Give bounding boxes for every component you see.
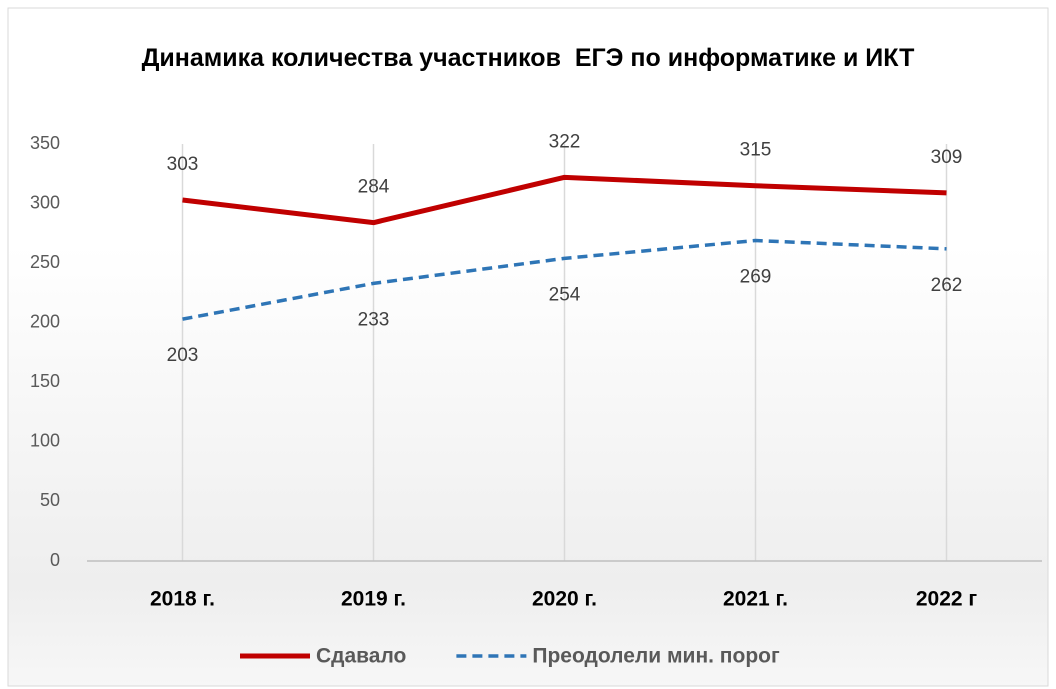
x-tick-label: 2020 г. xyxy=(532,588,597,611)
chart-background xyxy=(7,7,1049,687)
x-tick-label: 2018 г. xyxy=(150,588,215,611)
data-label: 269 xyxy=(740,267,772,288)
data-label: 315 xyxy=(740,140,772,161)
y-tick-label: 200 xyxy=(30,311,60,331)
data-label: 254 xyxy=(549,284,581,305)
y-tick-label: 50 xyxy=(40,490,60,510)
y-tick-label: 0 xyxy=(50,550,60,570)
data-label: 203 xyxy=(167,345,199,366)
series-line xyxy=(182,174,947,226)
data-label: 284 xyxy=(358,177,390,198)
legend-label: Сдавало xyxy=(316,645,406,668)
x-tick-label: 2019 г. xyxy=(341,588,406,611)
data-label: 262 xyxy=(931,275,963,296)
y-tick-label: 100 xyxy=(30,431,60,451)
data-label: 233 xyxy=(358,309,390,330)
y-tick-label: 250 xyxy=(30,252,60,272)
x-tick-label: 2022 г xyxy=(916,588,978,611)
y-tick-label: 150 xyxy=(30,371,60,391)
legend-label: Преодолели мин. порог xyxy=(532,645,780,668)
data-label: 322 xyxy=(549,131,581,152)
series-line xyxy=(182,238,947,321)
y-tick-label: 350 xyxy=(30,133,60,153)
data-label: 309 xyxy=(931,147,963,168)
x-tick-label: 2021 г. xyxy=(723,588,788,611)
y-tick-label: 300 xyxy=(30,192,60,212)
chart-title: Динамика количества участников ЕГЭ по ин… xyxy=(141,44,915,72)
data-label: 303 xyxy=(167,154,199,175)
